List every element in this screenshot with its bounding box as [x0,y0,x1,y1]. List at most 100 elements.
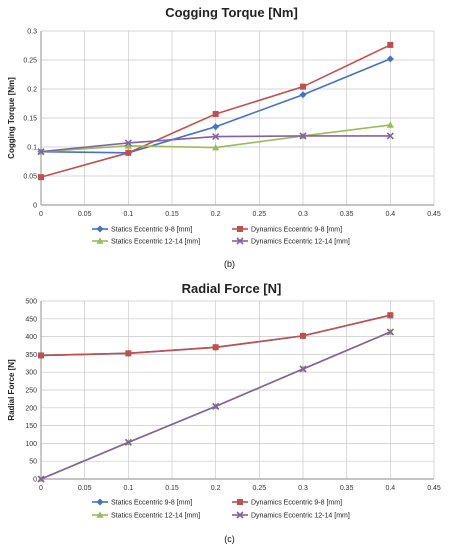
legend-item: Dynamics Eccentric 9-8 [mm] [232,226,342,234]
y-tick-label: 0.1 [27,145,37,152]
data-point [38,352,44,359]
legend-marker [236,511,244,519]
data-point [300,332,306,339]
legend-item: Statics Eccentric 9-8 [mm] [92,225,192,234]
y-tick-label: 350 [25,352,37,359]
x-tick-label: 0.45 [427,485,441,492]
data-point [300,83,306,90]
data-point [387,41,394,48]
y-tick-label: 150 [25,423,37,430]
data-point [37,148,45,156]
y-tick-label: 50 [29,459,37,466]
data-point [124,438,132,446]
x-tick-label: 0 [39,211,43,218]
x-tick-label: 0.1 [123,211,133,218]
legend-item: Dynamics Eccentric 12-14 [mm] [232,511,350,520]
series-4 [37,132,394,156]
series-2 [38,312,394,359]
x-tick-label: 0.45 [427,211,441,218]
data-point [38,174,44,181]
data-point [212,344,219,351]
data-point [124,139,132,147]
data-point [212,132,220,141]
figure-caption: (c) [224,534,235,544]
legend-marker [96,225,104,233]
legend-label: Dynamics Eccentric 12-14 [mm] [251,513,350,520]
legend-label: Statics Eccentric 9-8 [mm] [111,500,192,507]
data-point [212,402,220,410]
legend-label: Statics Eccentric 12-14 [mm] [111,239,200,246]
x-tick-label: 0.05 [78,485,92,492]
chart-title: Radial Force [N] [182,281,282,296]
legend-marker [237,226,243,232]
x-tick-label: 0.35 [340,485,354,492]
y-tick-label: 0.2 [27,87,37,94]
data-point [212,143,220,151]
legend-item: Statics Eccentric 12-14 [mm] [92,237,200,246]
legend-marker [96,511,104,518]
legend-label: Dynamics Eccentric 12-14 [mm] [251,239,350,246]
figure-caption: (b) [224,259,235,269]
y-tick-label: 0.25 [23,58,37,65]
x-tick-label: 0.15 [165,211,179,218]
x-tick-label: 0.25 [253,211,267,218]
legend-label: Dynamics Eccentric 9-8 [mm] [251,500,342,507]
data-point [37,475,45,483]
data-point [386,121,394,128]
y-axis-label: Cogging Torque [Nm] [7,77,16,159]
data-point [299,365,307,373]
y-tick-label: 100 [25,441,37,448]
legend-marker [96,237,104,244]
series-2 [38,41,394,181]
y-tick-label: 0 [33,203,37,210]
y-axis-label: Radial Force [N] [7,359,16,421]
y-tick-label: 0 [33,477,37,484]
legend-marker [96,498,104,506]
y-tick-label: 0.05 [23,174,37,181]
data-point [387,312,394,319]
x-tick-label: 0.35 [340,211,354,218]
data-point [124,142,132,149]
legend-item: Dynamics Eccentric 9-8 [mm] [232,499,342,507]
x-tick-label: 0.4 [385,211,395,218]
data-point [125,149,132,156]
legend-item: Statics Eccentric 9-8 [mm] [92,498,192,507]
data-point [212,110,219,117]
y-tick-label: 500 [25,299,37,306]
chart-1: Cogging Torque [Nm] 0 0.05 0.1 0.15 0.2 0.25 0.… [7,5,441,269]
x-tick-label: 0.2 [211,211,221,218]
data-point [125,350,132,357]
x-tick-label: 0.15 [165,485,179,492]
chart-title: Cogging Torque [Nm] [165,5,298,20]
y-tick-label: 0.3 [27,29,37,36]
x-tick-label: 0.2 [211,485,221,492]
x-tick-label: 0.1 [123,485,133,492]
series-4 [37,328,394,483]
legend: Statics Eccentric 9-8 [mm] Dynamics Eccen… [92,498,350,520]
data-point [386,132,394,140]
y-tick-label: 450 [25,316,37,323]
x-tick-label: 0.3 [298,485,308,492]
data-point [299,132,307,140]
legend-label: Dynamics Eccentric 9-8 [mm] [251,227,342,234]
y-tick-label: 0.15 [23,116,37,123]
data-point [299,91,307,99]
x-tick-label: 0.3 [298,211,308,218]
y-tick-label: 400 [25,334,37,341]
legend-label: Statics Eccentric 12-14 [mm] [111,513,200,520]
chart-2: Radial Force [N] 0 0.05 0.1 0.15 0.2 0.25 0.3 0.… [7,281,441,544]
y-tick-label: 300 [25,370,37,377]
x-tick-label: 0 [39,485,43,492]
legend-marker [237,499,243,505]
x-tick-label: 0.4 [385,485,395,492]
data-point [212,123,220,131]
legend-label: Statics Eccentric 9-8 [mm] [111,227,192,234]
data-point [386,55,394,63]
data-point [386,328,394,336]
legend-item: Dynamics Eccentric 12-14 [mm] [232,237,350,246]
x-tick-label: 0.05 [78,211,92,218]
legend-item: Statics Eccentric 12-14 [mm] [92,511,200,520]
y-tick-label: 200 [25,405,37,412]
y-tick-label: 250 [25,388,37,395]
